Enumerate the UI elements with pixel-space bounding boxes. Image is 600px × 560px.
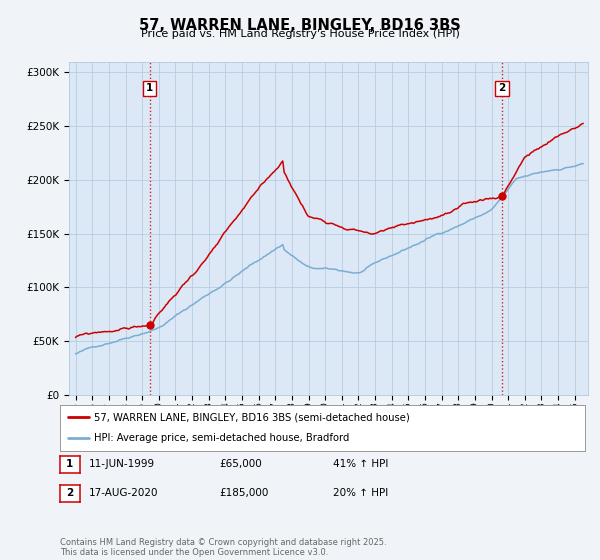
Text: HPI: Average price, semi-detached house, Bradford: HPI: Average price, semi-detached house,… [94,433,349,444]
Text: £65,000: £65,000 [219,459,262,469]
Text: 17-AUG-2020: 17-AUG-2020 [89,488,158,498]
Text: 1: 1 [146,83,153,94]
Text: 20% ↑ HPI: 20% ↑ HPI [333,488,388,498]
Text: 41% ↑ HPI: 41% ↑ HPI [333,459,388,469]
Text: £185,000: £185,000 [219,488,268,498]
Text: 57, WARREN LANE, BINGLEY, BD16 3BS: 57, WARREN LANE, BINGLEY, BD16 3BS [139,18,461,33]
Text: 2: 2 [499,83,506,94]
Text: 1: 1 [66,459,74,469]
Text: 11-JUN-1999: 11-JUN-1999 [89,459,155,469]
Text: 2: 2 [66,488,74,498]
Text: 57, WARREN LANE, BINGLEY, BD16 3BS (semi-detached house): 57, WARREN LANE, BINGLEY, BD16 3BS (semi… [94,412,410,422]
Text: Contains HM Land Registry data © Crown copyright and database right 2025.
This d: Contains HM Land Registry data © Crown c… [60,538,386,557]
Text: Price paid vs. HM Land Registry's House Price Index (HPI): Price paid vs. HM Land Registry's House … [140,29,460,39]
